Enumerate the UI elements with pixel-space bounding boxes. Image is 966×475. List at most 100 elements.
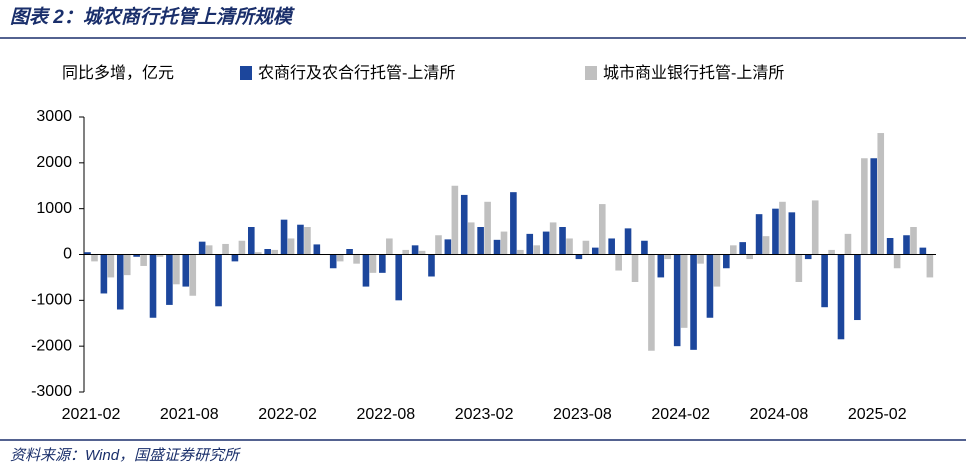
- bar: [182, 254, 190, 287]
- bar: [271, 249, 278, 255]
- bar: [460, 194, 468, 255]
- bar: [353, 254, 360, 264]
- bar: [107, 254, 115, 278]
- bar: [255, 252, 262, 255]
- legend-swatch: [240, 66, 252, 80]
- bar: [690, 254, 697, 350]
- y-tick-label: -2000: [31, 337, 72, 354]
- bar: [893, 254, 901, 269]
- bar: [706, 254, 714, 318]
- bar: [624, 228, 632, 255]
- x-tick-label: 2023-02: [455, 406, 514, 423]
- bar: [467, 222, 475, 255]
- y-axis-label: 同比多增，亿元: [62, 64, 174, 82]
- bar: [575, 254, 583, 260]
- bar: [713, 254, 721, 287]
- bar: [156, 254, 164, 257]
- chart-title: 图表 2：城农商行托管上清所规模: [10, 6, 296, 28]
- bar: [755, 214, 763, 255]
- bar: [739, 242, 746, 255]
- bar: [919, 247, 927, 255]
- bar: [123, 254, 131, 276]
- y-tick-label: 3000: [36, 108, 72, 125]
- bar: [828, 249, 835, 255]
- x-tick-label: 2022-08: [356, 406, 415, 423]
- bar: [248, 227, 255, 255]
- bar: [615, 254, 622, 271]
- bar: [133, 254, 140, 257]
- x-tick-label: 2021-02: [62, 406, 121, 423]
- bar: [116, 254, 124, 310]
- bar: [484, 201, 491, 255]
- bar: [772, 208, 779, 255]
- bar: [264, 249, 271, 255]
- bar: [329, 254, 337, 269]
- bar: [386, 238, 393, 255]
- bar: [870, 158, 878, 255]
- bar: [723, 254, 730, 269]
- legend-label: 城市商业银行托管-上清所: [603, 64, 784, 82]
- bar: [591, 247, 599, 255]
- bar: [140, 254, 147, 266]
- bar: [549, 222, 557, 255]
- bar: [762, 236, 770, 255]
- bar: [205, 245, 213, 255]
- bar: [926, 254, 934, 278]
- bar: [664, 254, 672, 260]
- bar: [608, 238, 615, 255]
- bar: [173, 254, 180, 285]
- bar: [435, 235, 442, 255]
- bar: [477, 227, 484, 255]
- x-tick-label: 2024-02: [651, 406, 710, 423]
- bar: [804, 254, 812, 260]
- bar: [222, 243, 229, 255]
- bar: [680, 254, 688, 328]
- bar: [189, 254, 197, 296]
- bar: [166, 254, 173, 305]
- x-tick-label: 2024-08: [750, 406, 809, 423]
- bar: [280, 219, 288, 255]
- bar: [566, 238, 573, 255]
- bar: [313, 244, 321, 255]
- bar: [910, 227, 917, 255]
- bar: [428, 254, 435, 277]
- bar: [100, 254, 108, 294]
- bar: [795, 254, 803, 282]
- bar: [648, 254, 655, 351]
- bar: [844, 233, 852, 255]
- bar: [517, 249, 524, 255]
- source-note: 资料来源：Wind，国盛证券研究所: [10, 447, 241, 464]
- bar: [837, 254, 845, 340]
- bar: [526, 233, 534, 255]
- y-tick-label: -1000: [31, 292, 72, 309]
- x-tick-label: 2025-02: [848, 406, 907, 423]
- bar: [493, 239, 501, 255]
- bar: [641, 240, 648, 255]
- bar: [336, 254, 344, 262]
- bar: [198, 241, 206, 255]
- bar: [598, 204, 606, 255]
- bar: [631, 254, 639, 282]
- bar: [444, 239, 452, 255]
- bar: [854, 254, 861, 321]
- y-tick-label: 1000: [36, 200, 72, 217]
- bar: [673, 254, 681, 347]
- bar: [510, 192, 517, 255]
- x-tick-label: 2021-08: [160, 406, 219, 423]
- bar: [746, 254, 753, 260]
- bar: [369, 254, 377, 273]
- bar: [861, 158, 868, 255]
- y-tick-label: 2000: [36, 154, 72, 171]
- bar: [395, 254, 403, 301]
- bar: [411, 245, 419, 255]
- bar: [730, 245, 737, 255]
- bar: [418, 250, 426, 255]
- bar: [886, 238, 894, 255]
- bar: [215, 254, 222, 307]
- bar: [582, 240, 590, 255]
- legend-label: 农商行及农合行托管-上清所: [258, 64, 455, 82]
- x-tick-label: 2022-02: [258, 406, 317, 423]
- bar: [821, 254, 828, 308]
- bar: [697, 254, 704, 264]
